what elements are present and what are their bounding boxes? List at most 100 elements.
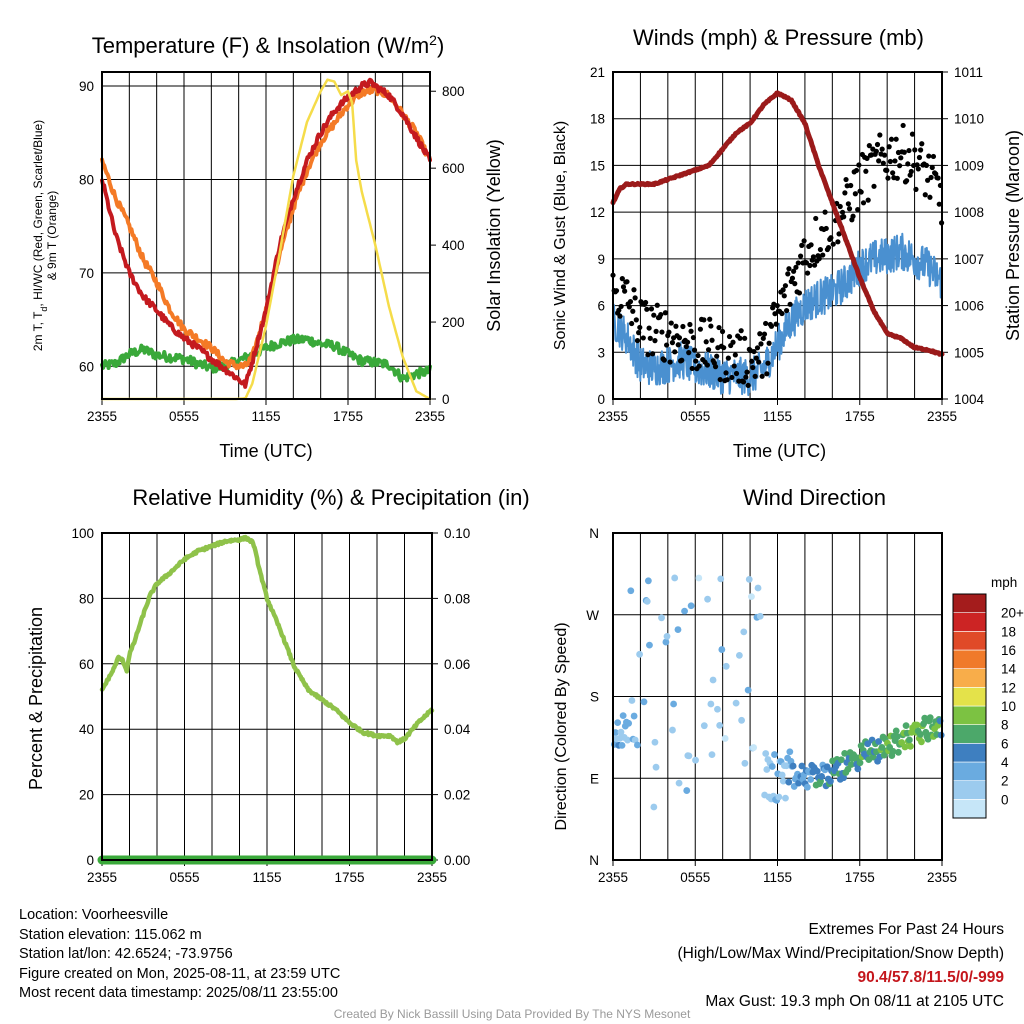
- direction-point: [636, 650, 643, 658]
- gust-point: [781, 293, 787, 299]
- direction-point: [847, 761, 855, 768]
- gust-point: [842, 190, 848, 196]
- x-tick-label: 2355: [417, 870, 447, 885]
- x-tick-label: 2355: [927, 870, 957, 885]
- y-axis-label: Direction (Colored By Speed): [553, 622, 570, 830]
- direction-point: [624, 736, 631, 744]
- direction-point: [738, 716, 745, 724]
- direction-point: [827, 777, 834, 785]
- direction-point: [775, 793, 783, 801]
- colorbar-label: 0: [1001, 792, 1009, 807]
- y2-tick-label: 0: [442, 392, 450, 407]
- gust-point: [822, 209, 828, 215]
- direction-point: [663, 632, 671, 640]
- created-text: Figure created on Mon, 2025-08-11, at 23…: [19, 965, 341, 982]
- gust-point: [751, 348, 757, 355]
- gust-point: [708, 323, 714, 329]
- direction-point: [748, 593, 755, 601]
- gust-point: [676, 335, 683, 341]
- gust-point: [860, 200, 867, 206]
- gust-point: [740, 379, 747, 385]
- colorbar-label: 16: [1001, 643, 1016, 658]
- extremes-panel: Extremes For Past 24 Hours (High/Low/Max…: [678, 918, 1005, 1014]
- direction-point: [785, 778, 793, 786]
- direction-point: [717, 575, 725, 583]
- direction-point: [617, 728, 625, 736]
- x-tick-label: 1155: [252, 870, 281, 885]
- gust-point: [626, 304, 632, 310]
- gust-point: [737, 335, 743, 341]
- direction-point: [803, 783, 811, 791]
- direction-point: [813, 767, 821, 775]
- gust-point: [792, 281, 798, 287]
- gust-point: [666, 329, 672, 335]
- gust-point: [871, 183, 877, 189]
- direction-point: [685, 752, 693, 760]
- gust-point: [780, 287, 786, 293]
- y2-axis-label: Station Pressure (Maroon): [1003, 130, 1023, 341]
- gust-point: [752, 373, 758, 379]
- x-tick-label: 1755: [845, 870, 875, 885]
- direction-point: [643, 597, 651, 605]
- gust-point: [927, 194, 933, 200]
- direction-point: [768, 763, 776, 770]
- x-tick-label: 1755: [334, 870, 364, 885]
- gust-point: [841, 214, 847, 220]
- y-tick-label: 90: [79, 79, 94, 94]
- direction-point: [692, 756, 699, 764]
- direction-point: [893, 733, 901, 741]
- direction-point: [675, 779, 683, 787]
- colorbar-label: 4: [1001, 755, 1009, 770]
- gust-point: [916, 154, 923, 161]
- y-tick-label: W: [586, 608, 599, 623]
- gust-point: [659, 329, 665, 335]
- x-tick-label: 1155: [763, 870, 792, 885]
- gust-point: [856, 162, 862, 168]
- gust-point: [855, 206, 861, 213]
- direction-point: [745, 575, 753, 583]
- colorbar-label: 8: [1001, 718, 1009, 733]
- x-tick-label: 0555: [680, 409, 710, 424]
- y-axis-label: 2m T, Td, HI/WC (Red, Green, Scarlet/Blu…: [31, 120, 59, 351]
- gust-point: [745, 382, 751, 389]
- gust-point: [757, 331, 763, 337]
- direction-point: [618, 741, 626, 749]
- station-info: Location: Voorheesville Station elevatio…: [19, 906, 340, 1004]
- colorbar-cell: [952, 705, 987, 725]
- gust-point: [813, 215, 819, 222]
- gust-point: [679, 357, 685, 363]
- gust-point: [919, 141, 925, 147]
- colorbar-title: mph: [991, 575, 1017, 590]
- gust-point: [926, 153, 932, 159]
- direction-point: [718, 646, 726, 653]
- gust-point: [825, 244, 832, 251]
- direction-point: [630, 712, 638, 720]
- x-tick-label: 1155: [251, 409, 280, 424]
- wind-direction-chart: 2355 0555 1155 1755 2355 N E S W N Wind Direction D…: [553, 485, 1024, 885]
- gust-point: [618, 303, 624, 310]
- gust-point: [658, 311, 664, 318]
- gust-point: [703, 339, 709, 345]
- direction-point: [644, 577, 652, 585]
- extremes-subtitle: (High/Low/Max Wind/Precipitation/Snow De…: [677, 945, 1005, 962]
- colorbar-cell: [952, 780, 987, 800]
- gust-point: [791, 268, 797, 274]
- gust-point: [616, 307, 622, 313]
- direction-point: [875, 738, 883, 745]
- gust-point: [662, 310, 669, 316]
- direction-point: [786, 748, 794, 756]
- direction-point: [916, 730, 924, 738]
- max-gust-text: Max Gust: 19.3 mph On 08/11 at 2105 UTC: [705, 993, 1004, 1010]
- y-tick-label: 3: [597, 345, 605, 360]
- y2-tick-label: 1004: [954, 392, 985, 407]
- y2-axis-label: Solar Insolation (Yellow): [484, 139, 504, 331]
- gust-point: [729, 374, 735, 381]
- gust-point: [888, 136, 895, 142]
- direction-point: [918, 738, 925, 746]
- gust-point: [756, 359, 762, 365]
- direction-point: [823, 763, 831, 771]
- gust-point: [803, 260, 810, 266]
- direction-point: [722, 662, 730, 670]
- gust-point: [647, 335, 653, 341]
- gust-point: [928, 174, 934, 181]
